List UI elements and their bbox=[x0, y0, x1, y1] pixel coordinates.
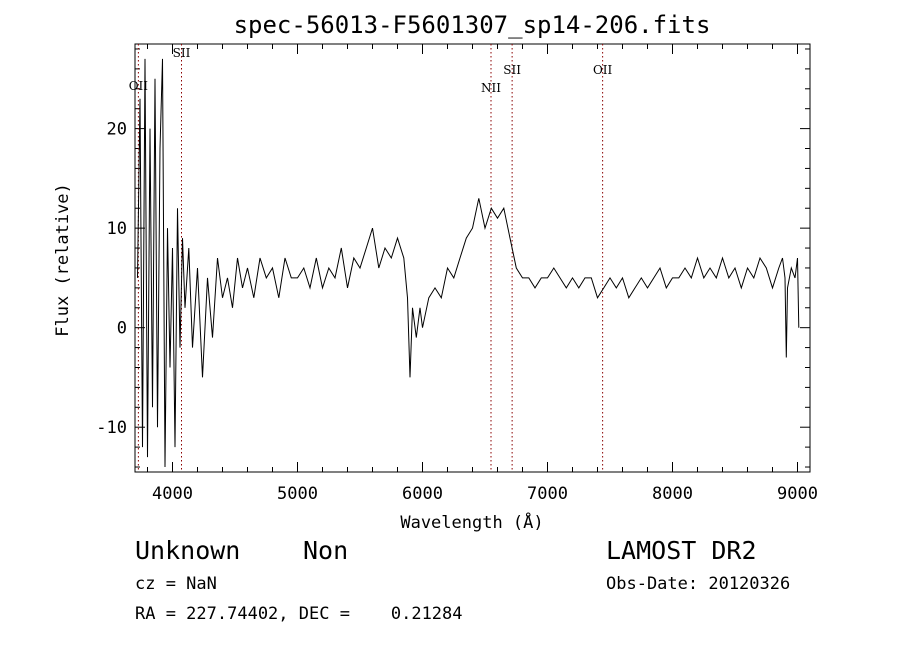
spectrum-line bbox=[137, 58, 800, 468]
x-tick-label: 9000 bbox=[777, 484, 818, 504]
axis-ticks bbox=[135, 44, 810, 472]
x-tick-label: 4000 bbox=[152, 484, 193, 504]
emission-line-label: NII bbox=[481, 81, 501, 95]
emission-line-label: OII bbox=[593, 63, 613, 77]
object-subclass: Non bbox=[303, 536, 349, 565]
y-tick-label: 0 bbox=[117, 319, 127, 339]
object-class: Unknown bbox=[135, 536, 241, 565]
survey-name: LAMOST DR2 bbox=[606, 536, 757, 565]
x-tick-label: 8000 bbox=[652, 484, 693, 504]
y-tick-label: 20 bbox=[107, 120, 127, 140]
x-tick-label: 6000 bbox=[402, 484, 443, 504]
plot-frame bbox=[134, 43, 811, 473]
y-tick-label: -10 bbox=[96, 418, 127, 438]
observation-date: Obs-Date: 20120326 bbox=[606, 574, 791, 594]
x-axis-label: Wavelength (Å) bbox=[400, 511, 543, 533]
tick-labels: 4000 5000 6000 7000 8000 9000 -10 0 10 20 bbox=[96, 120, 818, 504]
x-tick-label: 7000 bbox=[527, 484, 568, 504]
emission-line-label: SII bbox=[503, 63, 521, 77]
y-axis-label: Flux (relative) bbox=[53, 183, 73, 337]
x-tick-label: 5000 bbox=[277, 484, 318, 504]
y-tick-label: 10 bbox=[107, 219, 127, 239]
emission-line-label: OII bbox=[129, 79, 149, 93]
redshift-cz: cz = NaN bbox=[135, 574, 217, 594]
emission-line-label: SII bbox=[173, 46, 191, 60]
chart-title: spec-56013-F5601307_sp14-206.fits bbox=[234, 11, 711, 39]
ra-dec-coordinates: RA = 227.74402, DEC = 0.21284 bbox=[135, 604, 463, 624]
